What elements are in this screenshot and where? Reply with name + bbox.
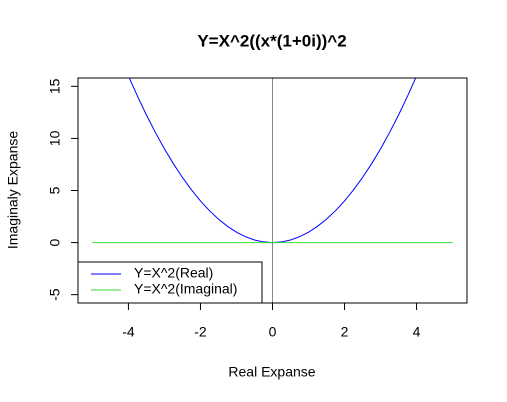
y-tick-label: 15 <box>47 78 63 94</box>
x-tick-label: 2 <box>341 324 349 340</box>
plot-border <box>77 77 468 304</box>
x-tick-label: -4 <box>122 324 135 340</box>
x-tick-label: 4 <box>413 324 421 340</box>
chart-title: Y=X^2((x*(1+0i))^2 <box>197 31 346 50</box>
plot-area <box>92 78 453 303</box>
x-tick-label: 0 <box>269 324 277 340</box>
legend-label: Y=X^2(Imaginal) <box>134 281 237 297</box>
x-axis-label: Real Expanse <box>228 364 315 380</box>
x-tick-label: -2 <box>194 324 207 340</box>
legend-box <box>77 261 263 304</box>
y-tick-label: 10 <box>47 130 63 146</box>
y-axis-label: Imaginaly Expanse <box>5 131 21 250</box>
y-tick-label: 5 <box>47 186 63 194</box>
y-tick-label: 0 <box>47 238 63 246</box>
y-tick-label: -5 <box>47 288 63 301</box>
legend-label: Y=X^2(Real) <box>134 265 213 281</box>
